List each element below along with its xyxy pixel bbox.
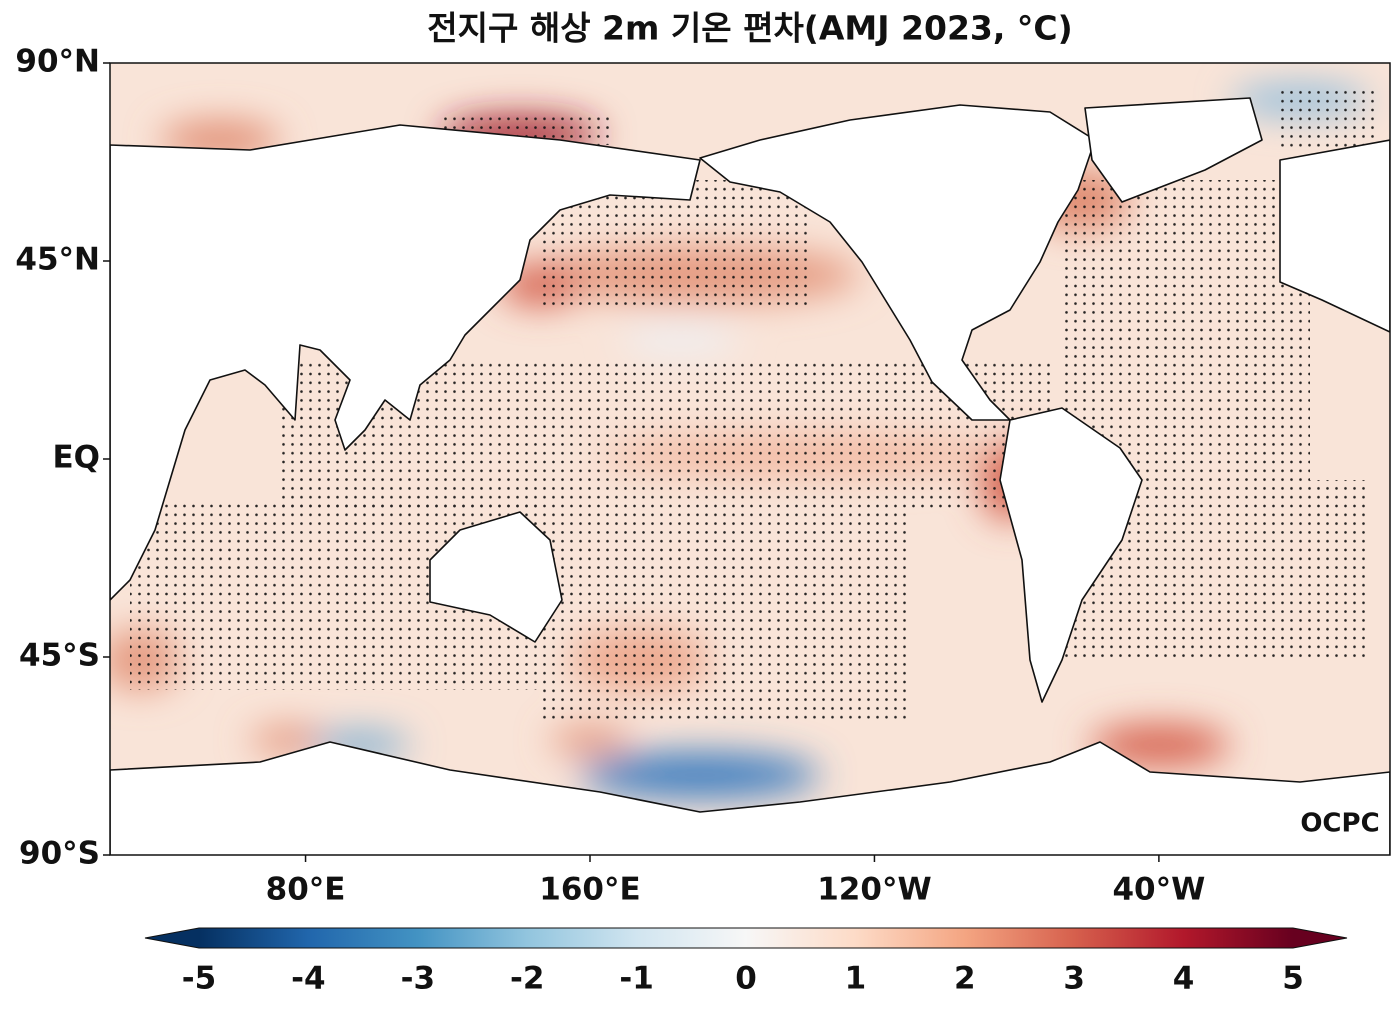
south-america — [999, 407, 1143, 703]
colorbar-tick-label: 4 — [1173, 961, 1195, 997]
australia — [429, 511, 563, 643]
colorbar-tick-label: 5 — [1282, 961, 1304, 997]
colorbar-tick-label: -3 — [401, 961, 435, 997]
lon-tick-label: 40°W — [1112, 872, 1205, 908]
lat-tick-label: EQ — [52, 440, 100, 476]
lat-tick-label: 45°S — [19, 638, 100, 674]
colorbar-tick-label: -5 — [182, 961, 216, 997]
colorbar-tick-label: 0 — [735, 961, 757, 997]
lat-tick-label: 90°S — [19, 836, 100, 872]
colorbar-tick-label: 1 — [845, 961, 867, 997]
lat-tick-label: 45°N — [15, 242, 100, 278]
europe — [1279, 139, 1390, 333]
title: 전지구 해상 2m 기온 편차(AMJ 2023, °C) — [427, 9, 1072, 48]
logo: OCPC — [1300, 809, 1379, 839]
lat-tick-label: 90°N — [15, 44, 100, 80]
antarctica — [110, 741, 1390, 855]
eurasia-africa — [110, 124, 701, 601]
lon-tick-label: 120°W — [817, 872, 931, 908]
colorbar-tick-label: -2 — [510, 961, 544, 997]
map-area: OCPC — [110, 63, 1390, 855]
colorbar — [144, 927, 1348, 949]
lon-tick-label: 160°E — [539, 872, 640, 908]
colorbar-tick-label: 2 — [954, 961, 976, 997]
lon-tick-label: 80°E — [266, 872, 346, 908]
greenland — [1084, 97, 1263, 203]
colorbar-tick-label: -4 — [291, 961, 325, 997]
colorbar-tick-label: -1 — [619, 961, 653, 997]
north-america — [699, 104, 1096, 421]
colorbar-tick-label: 3 — [1063, 961, 1085, 997]
